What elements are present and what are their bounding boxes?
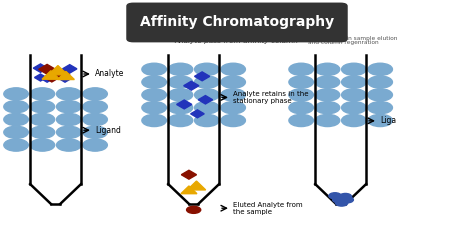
Polygon shape [182, 170, 197, 179]
Text: Analyte retains in the
stationary phase: Analyte retains in the stationary phase [233, 91, 309, 104]
Polygon shape [177, 100, 192, 109]
Polygon shape [57, 71, 74, 80]
Text: Ligand: Ligand [95, 126, 121, 135]
Circle shape [56, 139, 81, 151]
Circle shape [221, 76, 246, 88]
Circle shape [342, 114, 366, 127]
Circle shape [368, 76, 392, 88]
Polygon shape [44, 73, 59, 82]
Circle shape [4, 126, 28, 138]
Circle shape [329, 193, 341, 199]
Text: and column regenration: and column regenration [308, 40, 378, 45]
Circle shape [168, 76, 193, 88]
Circle shape [4, 88, 28, 100]
Text: Analyte: Analyte [95, 69, 125, 78]
Polygon shape [191, 110, 204, 118]
Circle shape [30, 126, 55, 138]
Text: Eluted Analyte from
the sample: Eluted Analyte from the sample [233, 202, 303, 215]
FancyBboxPatch shape [126, 3, 348, 42]
Circle shape [194, 102, 219, 114]
Polygon shape [41, 75, 53, 82]
Circle shape [30, 113, 55, 126]
Circle shape [315, 63, 340, 75]
Text: Affinity Chromatography: Affinity Chromatography [140, 15, 334, 29]
Circle shape [187, 206, 201, 213]
Circle shape [342, 63, 366, 75]
Polygon shape [187, 181, 206, 190]
Circle shape [315, 114, 340, 127]
Text: Liga: Liga [380, 116, 396, 125]
Circle shape [368, 114, 392, 127]
Polygon shape [184, 81, 199, 90]
Circle shape [168, 114, 193, 127]
Circle shape [142, 63, 166, 75]
Circle shape [194, 76, 219, 88]
Circle shape [83, 139, 107, 151]
Circle shape [168, 63, 193, 75]
Circle shape [56, 113, 81, 126]
Circle shape [221, 114, 246, 127]
Circle shape [336, 200, 348, 206]
Circle shape [289, 102, 313, 114]
Circle shape [342, 89, 366, 101]
Circle shape [56, 88, 81, 100]
Circle shape [341, 197, 354, 203]
Circle shape [168, 89, 193, 101]
Polygon shape [35, 74, 46, 81]
Polygon shape [59, 75, 71, 82]
Polygon shape [63, 65, 77, 73]
Circle shape [194, 89, 219, 101]
Circle shape [83, 113, 107, 126]
Circle shape [4, 100, 28, 113]
Polygon shape [48, 68, 63, 77]
Circle shape [142, 89, 166, 101]
Text: Washing retain sample elution: Washing retain sample elution [308, 36, 397, 41]
Circle shape [4, 139, 28, 151]
Circle shape [83, 100, 107, 113]
Circle shape [315, 89, 340, 101]
Circle shape [221, 63, 246, 75]
Circle shape [142, 114, 166, 127]
Circle shape [333, 197, 345, 203]
Circle shape [221, 102, 246, 114]
Polygon shape [55, 70, 70, 79]
Polygon shape [194, 72, 210, 81]
Circle shape [30, 100, 55, 113]
Circle shape [221, 89, 246, 101]
Circle shape [168, 102, 193, 114]
Circle shape [315, 76, 340, 88]
Circle shape [4, 113, 28, 126]
Circle shape [342, 76, 366, 88]
Circle shape [83, 126, 107, 138]
Polygon shape [42, 71, 60, 79]
Polygon shape [48, 66, 68, 75]
Circle shape [194, 114, 219, 127]
Circle shape [56, 126, 81, 138]
Circle shape [142, 76, 166, 88]
Circle shape [142, 102, 166, 114]
Text: Analyte pass from affinity column: Analyte pass from affinity column [175, 38, 299, 44]
Circle shape [368, 102, 392, 114]
Circle shape [368, 63, 392, 75]
Polygon shape [39, 64, 55, 74]
Circle shape [339, 193, 352, 200]
Circle shape [194, 63, 219, 75]
Circle shape [289, 63, 313, 75]
Circle shape [56, 100, 81, 113]
Polygon shape [181, 186, 197, 194]
Circle shape [83, 88, 107, 100]
Circle shape [289, 114, 313, 127]
Polygon shape [33, 64, 48, 72]
Circle shape [368, 89, 392, 101]
Polygon shape [198, 96, 213, 104]
Circle shape [342, 102, 366, 114]
Circle shape [289, 89, 313, 101]
Circle shape [30, 139, 55, 151]
Circle shape [30, 88, 55, 100]
Circle shape [289, 76, 313, 88]
Circle shape [315, 102, 340, 114]
